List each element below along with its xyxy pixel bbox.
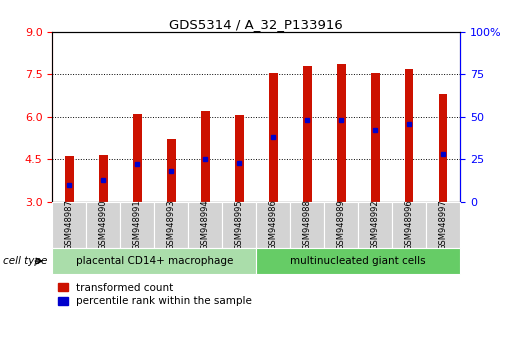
Text: GSM948995: GSM948995 (235, 199, 244, 250)
Bar (324, 202, 358, 248)
Text: GSM948996: GSM948996 (405, 199, 414, 250)
Bar (269, 73, 278, 202)
Bar (65, 156, 74, 202)
Bar (256, 202, 290, 248)
Text: GSM948997: GSM948997 (439, 199, 448, 250)
Bar (337, 64, 346, 202)
Bar (358, 202, 392, 248)
Text: GSM948987: GSM948987 (65, 199, 74, 250)
Text: GSM948992: GSM948992 (371, 199, 380, 250)
Legend: transformed count, percentile rank within the sample: transformed count, percentile rank withi… (58, 283, 252, 306)
Bar (371, 73, 380, 202)
Bar (52, 248, 256, 274)
Bar (303, 66, 312, 202)
Text: GSM948990: GSM948990 (99, 199, 108, 250)
Bar (99, 155, 108, 202)
Bar (201, 111, 210, 202)
Text: GSM948988: GSM948988 (303, 199, 312, 250)
Bar (405, 69, 414, 202)
Bar (256, 248, 460, 274)
Bar (392, 202, 426, 248)
Text: placental CD14+ macrophage: placental CD14+ macrophage (76, 256, 233, 266)
Bar (86, 202, 120, 248)
Bar (439, 94, 448, 202)
Text: GSM948989: GSM948989 (337, 199, 346, 250)
Bar (154, 202, 188, 248)
Bar (235, 115, 244, 202)
Text: GSM948986: GSM948986 (269, 199, 278, 250)
Bar (52, 202, 86, 248)
Text: GSM948991: GSM948991 (133, 199, 142, 250)
Bar (188, 202, 222, 248)
Bar (290, 202, 324, 248)
Bar (167, 139, 176, 202)
Text: GSM948993: GSM948993 (167, 199, 176, 250)
Text: multinucleated giant cells: multinucleated giant cells (290, 256, 426, 266)
Bar (133, 114, 142, 202)
Bar (426, 202, 460, 248)
Title: GDS5314 / A_32_P133916: GDS5314 / A_32_P133916 (169, 18, 343, 31)
Text: cell type: cell type (3, 256, 47, 266)
Text: GSM948994: GSM948994 (201, 199, 210, 250)
Bar (222, 202, 256, 248)
Bar (120, 202, 154, 248)
